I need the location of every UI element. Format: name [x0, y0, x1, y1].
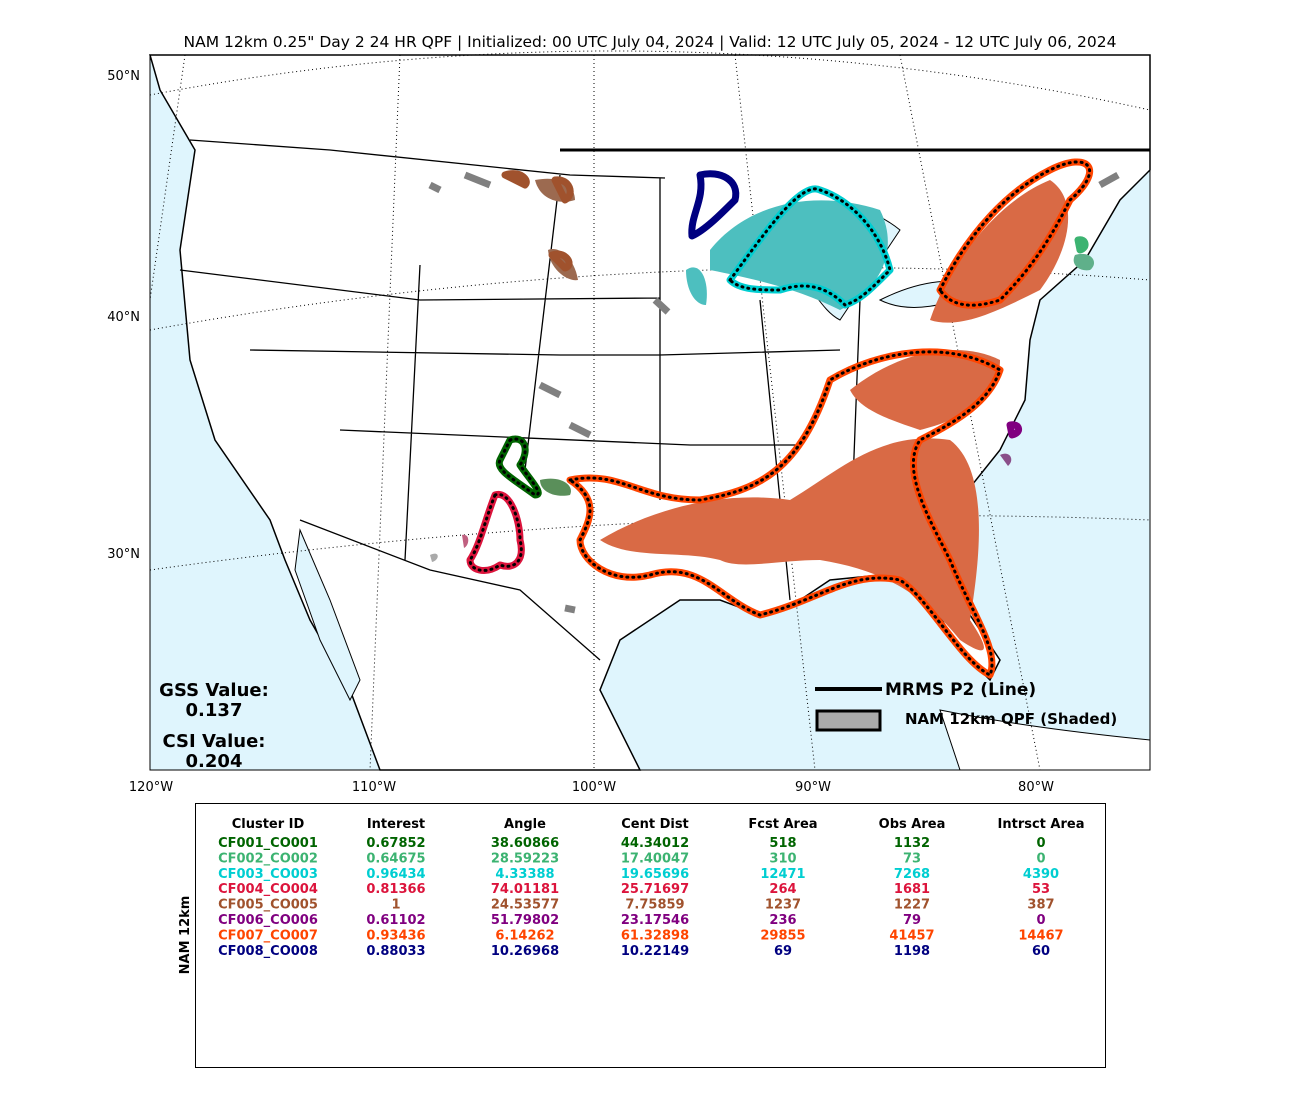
gss-label: GSS Value: [159, 680, 269, 701]
gulf-of-california [294, 528, 361, 702]
csi-label: CSI Value: [163, 731, 266, 752]
gss-value: 0.137 [186, 700, 243, 721]
table-cell: CF003_CO003 [218, 867, 318, 882]
table-cell: 61.32898 [621, 928, 689, 943]
legend-line-label: MRMS P2 (Line) [885, 680, 1036, 700]
shaded-areas [430, 178, 1095, 651]
table-cell: 1 [391, 898, 400, 913]
table-cell: 44.34012 [621, 836, 689, 851]
table-cell: 0 [1036, 913, 1045, 928]
table-cell: 0.81366 [366, 882, 425, 897]
table-cell: 69 [774, 944, 792, 959]
table-cell: 29855 [760, 928, 805, 943]
table-cell: CF008_CO008 [218, 944, 318, 959]
table-cell: 74.01181 [491, 882, 559, 897]
table-cell: 1681 [894, 882, 930, 897]
lat-label: 40°N [107, 310, 140, 325]
scores: GSS Value: 0.137 CSI Value: 0.204 [159, 680, 269, 772]
table-cell: 387 [1027, 898, 1054, 913]
table-cell: 10.22149 [621, 944, 689, 959]
table-cell: 0.67852 [366, 836, 425, 851]
table-cell: 0.96434 [366, 867, 425, 882]
state-borders [179, 139, 861, 661]
table-cell: 0 [1036, 836, 1045, 851]
table-cell: 7.75859 [625, 898, 684, 913]
map-legend: MRMS P2 (Line) NAM 12km QPF (Shaded) [815, 680, 1117, 732]
table-cell: CF005_CO005 [218, 898, 318, 913]
table-cell: 1132 [894, 836, 930, 851]
table-cell: 1227 [894, 898, 930, 913]
csi-value: 0.204 [186, 751, 243, 772]
lon-label: 120°W [129, 780, 173, 795]
table-header: Intrsct Area [998, 817, 1085, 832]
table-cell: CF007_CO007 [218, 928, 318, 943]
legend-box [815, 709, 882, 732]
table-cell: 24.53577 [491, 898, 559, 913]
table-cell: 7268 [894, 867, 930, 882]
table-header: Angle [504, 817, 546, 832]
table-cell: 0.61102 [366, 913, 425, 928]
table-cell: 28.59223 [491, 851, 559, 866]
table-cell: 60 [1032, 944, 1050, 959]
table-cell: 73 [903, 851, 921, 866]
lon-label: 80°W [1018, 780, 1054, 795]
table-cell: 79 [903, 913, 921, 928]
lat-label: 30°N [107, 547, 140, 562]
table-header: Obs Area [879, 817, 946, 832]
table-cell: 1237 [765, 898, 801, 913]
table-cell: CF004_CO004 [218, 882, 318, 897]
table-cell: 25.71697 [621, 882, 689, 897]
table-cell: 1198 [894, 944, 930, 959]
table-cell: 310 [769, 851, 796, 866]
table-cell: 4.33388 [495, 867, 554, 882]
lat-label: 50°N [107, 69, 140, 84]
legend-shaded-label: NAM 12km QPF (Shaded) [905, 710, 1117, 728]
table-cell: 0 [1036, 851, 1045, 866]
table-header: Cent Dist [621, 817, 689, 832]
table-cell: 12471 [760, 867, 805, 882]
table-header: Interest [367, 817, 425, 832]
table-cell: CF002_CO002 [218, 851, 318, 866]
table-cell: 19.65696 [621, 867, 689, 882]
land [149, 54, 1151, 771]
map-frame [149, 54, 1151, 771]
table-cell: 10.26968 [491, 944, 559, 959]
lon-label: 100°W [572, 780, 616, 795]
table-cell: 23.17546 [621, 913, 689, 928]
table-cell: 0.64675 [366, 851, 425, 866]
map: MRMS P2 (Line) NAM 12km QPF (Shaded) GSS… [149, 50, 1151, 772]
table-cell: 0.88033 [366, 944, 425, 959]
table-cell: 518 [769, 836, 796, 851]
table-cell: 6.14262 [495, 928, 554, 943]
table-cell: 264 [769, 882, 796, 897]
table-cell: CF001_CO001 [218, 836, 318, 851]
table-cell: 38.60866 [491, 836, 559, 851]
table-side-label: NAM 12km [178, 896, 193, 975]
table-cell: 14467 [1018, 928, 1063, 943]
lon-label: 110°W [352, 780, 396, 795]
table-header: Cluster ID [232, 817, 305, 832]
table-cell: 4390 [1023, 867, 1059, 882]
table-frame [195, 803, 1106, 1068]
title: NAM 12km 0.25" Day 2 24 HR QPF | Initial… [184, 33, 1117, 51]
table-cell: 17.40047 [621, 851, 689, 866]
table-cell: 51.79802 [491, 913, 559, 928]
table-cell: 0.93436 [366, 928, 425, 943]
lon-label: 90°W [795, 780, 831, 795]
table-cell: CF006_CO006 [218, 913, 318, 928]
observed-outlines [428, 158, 1120, 679]
table-cell: 41457 [889, 928, 934, 943]
table-cell: 53 [1032, 882, 1050, 897]
table-cell: 236 [769, 913, 796, 928]
table-header: Fcst Area [748, 817, 817, 832]
